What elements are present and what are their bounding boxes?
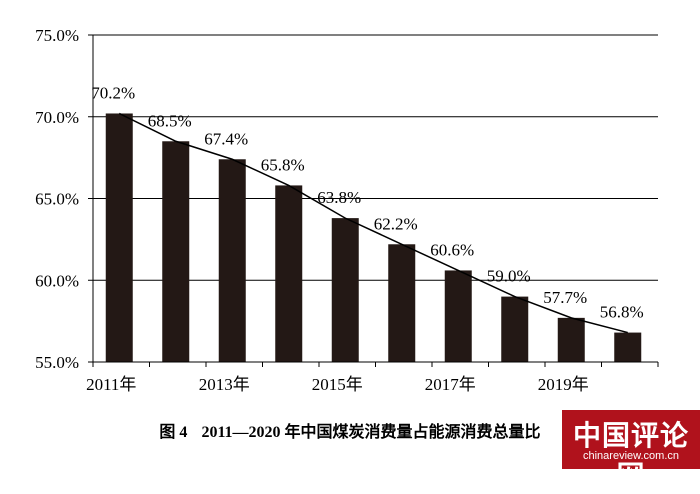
bar xyxy=(501,296,529,362)
y-tick-label: 60.0% xyxy=(35,271,79,290)
bar xyxy=(162,141,190,362)
data-label: 57.7% xyxy=(543,288,587,307)
bar-chart: 55.0% 60.0% 65.0% 70.0% 75.0% 70.2% 68.5% 67.4%… xyxy=(35,26,659,394)
x-tick-label: 2017年 xyxy=(425,375,476,394)
bar xyxy=(331,218,359,362)
figure-caption: 图 4 2011—2020 年中国煤炭消费量占能源消费总量比 xyxy=(0,418,700,448)
figure-title: 2011—2020 年中国煤炭消费量占能源消费总量比 xyxy=(201,424,541,441)
data-label: 67.4% xyxy=(204,129,248,148)
bar xyxy=(614,332,642,362)
data-label: 63.8% xyxy=(317,188,361,207)
data-label: 56.8% xyxy=(600,303,644,322)
watermark-url: chinareview.com.cn xyxy=(583,450,679,462)
trend-polyline xyxy=(118,112,628,334)
trend-line xyxy=(118,112,628,334)
x-tick-label: 2019年 xyxy=(538,375,589,394)
data-label: 65.8% xyxy=(261,155,305,174)
bar xyxy=(105,113,133,362)
y-tick-label: 70.0% xyxy=(35,108,79,127)
data-label: 60.6% xyxy=(430,240,474,259)
y-tick-label: 65.0% xyxy=(35,190,79,209)
bar xyxy=(218,159,246,362)
data-label: 62.2% xyxy=(374,214,418,233)
x-tick-label: 2011年 xyxy=(86,375,136,394)
y-tick-label: 75.0% xyxy=(35,26,79,45)
x-tick-label: 2015年 xyxy=(312,375,363,394)
labels: 55.0% 60.0% 65.0% 70.0% 75.0% 70.2% 68.5% 67.4%… xyxy=(35,26,644,394)
figure-number: 图 4 xyxy=(159,424,188,441)
bar xyxy=(444,270,472,362)
bar xyxy=(275,185,303,362)
bars xyxy=(105,113,642,362)
bar xyxy=(388,244,416,362)
bar xyxy=(557,317,585,362)
data-label: 70.2% xyxy=(91,83,135,102)
data-label: 68.5% xyxy=(148,111,192,130)
x-tick-label: 2013年 xyxy=(199,375,250,394)
watermark-logo: 中国评论网 chinareview.com.cn xyxy=(562,410,700,492)
axes xyxy=(88,34,659,367)
y-tick-label: 55.0% xyxy=(35,353,79,372)
data-label: 59.0% xyxy=(487,267,531,286)
